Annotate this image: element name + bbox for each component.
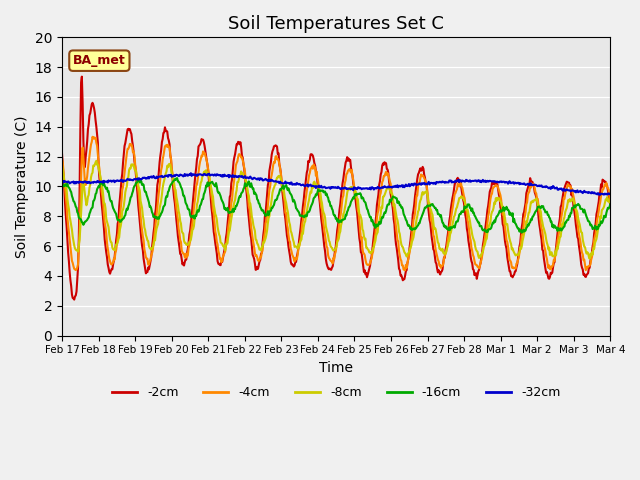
Line: -8cm: -8cm [62,161,640,259]
-8cm [586,256,593,262]
-16cm [416,220,424,226]
Title: Soil Temperatures Set C: Soil Temperatures Set C [228,15,444,33]
Line: -16cm: -16cm [62,178,640,233]
Y-axis label: Soil Temperature (C): Soil Temperature (C) [15,115,29,258]
-4cm [127,142,135,147]
-32cm [264,178,272,184]
-16cm [58,184,66,190]
-16cm [264,208,272,214]
-8cm [264,220,272,226]
-4cm [417,175,424,181]
-2cm [58,151,66,157]
-32cm [286,181,294,187]
-8cm [93,158,100,164]
-4cm [286,239,294,245]
-8cm [286,222,294,228]
-2cm [70,297,78,302]
-16cm [518,230,525,236]
Line: -2cm: -2cm [62,77,640,300]
Legend: -2cm, -4cm, -8cm, -16cm, -32cm: -2cm, -4cm, -8cm, -16cm, -32cm [107,381,565,404]
-32cm [619,193,627,199]
-16cm [235,195,243,201]
-4cm [89,134,97,140]
-4cm [235,151,243,157]
-4cm [449,202,457,207]
Line: -32cm: -32cm [62,173,640,196]
X-axis label: Time: Time [319,361,353,375]
-2cm [449,192,457,198]
-32cm [235,173,243,179]
-32cm [416,180,424,186]
-8cm [235,176,243,182]
-2cm [265,179,273,185]
-32cm [187,170,195,176]
-32cm [449,179,456,184]
-16cm [449,225,456,230]
-8cm [449,223,456,228]
-4cm [264,203,272,208]
-4cm [401,267,409,273]
-4cm [58,156,66,162]
-2cm [236,142,243,147]
-8cm [127,162,135,168]
-8cm [58,163,66,169]
-16cm [286,190,294,196]
-2cm [78,74,86,80]
-16cm [173,175,181,181]
-8cm [416,201,424,206]
-32cm [127,177,134,183]
Line: -4cm: -4cm [62,137,640,270]
-2cm [129,138,136,144]
-2cm [417,166,424,171]
-16cm [127,194,134,200]
-2cm [287,259,294,265]
Text: BA_met: BA_met [73,54,125,67]
-32cm [58,179,66,185]
